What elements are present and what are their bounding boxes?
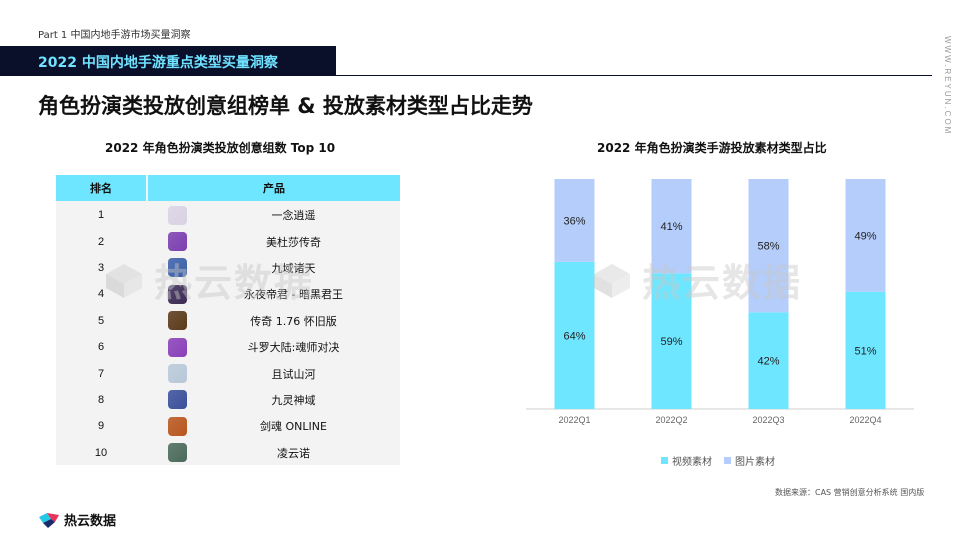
data-label-video: 64%	[563, 330, 585, 342]
table-row: 4 永夜帝君 - 暗黑君王	[56, 281, 400, 307]
legend-swatch-video	[661, 457, 668, 464]
ranking-title: 2022 年角色扮演类投放创意组数 Top 10	[105, 141, 336, 155]
product-name: 永夜帝君 - 暗黑君王	[244, 288, 343, 302]
banner-title: 2022 中国内地手游重点类型买量洞察	[38, 55, 278, 71]
product-name: 九域诸天	[271, 261, 316, 275]
rank-cell: 3	[97, 261, 105, 274]
rank-cell: 8	[97, 393, 105, 406]
bar-video-2022Q1	[554, 261, 595, 409]
product-name: 且试山河	[271, 367, 316, 381]
game-icon	[168, 390, 187, 410]
watermark-cube-icon	[106, 263, 142, 298]
bar-image-2022Q1	[554, 179, 595, 262]
data-source: 数据来源：CAS 营销创意分析系统 国内版	[775, 488, 925, 497]
legend-item-video: 视频素材	[661, 453, 712, 468]
table-row: 5 传奇 1.76 怀旧版	[56, 308, 400, 334]
product-name: 斗罗大陆:魂师对决	[247, 341, 340, 355]
product-name: 九灵神域	[271, 393, 316, 407]
data-label-image: 41%	[660, 221, 682, 233]
x-tick-label: 2022Q2	[655, 415, 687, 425]
rank-cell: 5	[97, 314, 105, 327]
rank-cell: 6	[97, 341, 105, 354]
reyun-logo-icon	[39, 512, 59, 528]
watermark-cube-icon	[594, 263, 630, 298]
legend-label-video: 视频素材	[672, 457, 712, 468]
game-icon	[168, 443, 187, 463]
data-label-video: 51%	[854, 345, 876, 357]
data-label-image: 49%	[854, 230, 876, 242]
data-label-video: 42%	[757, 356, 779, 368]
table-row: 3 九域诸天	[56, 255, 400, 281]
game-icon	[168, 364, 187, 384]
chart-canvas: 64% 36% 2022Q1 59% 41% 2022Q2 42% 58% 2022Q3 51% 4…	[526, 179, 914, 425]
data-label-image: 36%	[563, 215, 585, 227]
game-icon	[168, 416, 187, 436]
side-url: WWW.REYUN.COM	[943, 36, 952, 136]
table-row: 7 且试山河	[56, 360, 400, 386]
product-name: 一念逍遥	[271, 209, 316, 223]
product-name: 传奇 1.76 怀旧版	[250, 314, 337, 328]
product-name: 凌云诺	[277, 446, 310, 460]
watermark-text: 热云数据	[642, 261, 803, 305]
rank-cell: 1	[97, 209, 105, 222]
legend-item-image: 图片素材	[724, 453, 775, 468]
watermark-text: 热云数据	[154, 261, 315, 305]
bar-video-2022Q4	[845, 291, 886, 409]
watermark: 热云数据	[590, 252, 802, 307]
product-name: 美杜莎传奇	[266, 235, 321, 249]
column-header-product: 产品	[148, 175, 400, 201]
game-icon	[168, 337, 187, 357]
x-tick-label: 2022Q1	[558, 415, 590, 425]
footer-logo-text: 热云数据	[64, 514, 117, 529]
bar-image-2022Q4	[845, 179, 886, 292]
game-icon	[168, 284, 187, 304]
x-tick-label: 2022Q3	[752, 415, 784, 425]
table-row: 9 剑魂 ONLINE	[56, 413, 400, 439]
legend-swatch-image	[724, 457, 731, 464]
stacked-bar-chart: 64% 36% 2022Q1 59% 41% 2022Q2 42% 58% 2022Q3 51% 4…	[520, 166, 920, 466]
table-row: 8 九灵神域	[56, 387, 400, 413]
game-icon	[168, 258, 187, 278]
bar-image-2022Q3	[748, 179, 789, 313]
rank-cell: 4	[97, 288, 105, 301]
rank-cell: 2	[97, 235, 105, 248]
data-label-video: 59%	[660, 336, 682, 348]
bar-image-2022Q2	[651, 179, 692, 274]
bar-video-2022Q3	[748, 312, 789, 409]
legend-label-image: 图片素材	[735, 457, 775, 468]
table-row: 10 凌云诺	[56, 440, 400, 466]
banner-rule	[336, 75, 932, 76]
game-icon	[168, 311, 187, 331]
table-row: 1 一念逍遥	[56, 202, 400, 228]
rank-cell: 9	[97, 420, 105, 433]
game-icon	[168, 205, 187, 225]
data-label-image: 58%	[757, 241, 779, 253]
section-banner: 2022 中国内地手游重点类型买量洞察	[0, 46, 336, 76]
page-title: 角色扮演类投放创意组榜单 & 投放素材类型占比走势	[38, 94, 533, 118]
table-row: 6 斗罗大陆:魂师对决	[56, 334, 400, 360]
part-label: Part 1 中国内地手游市场买量洞察	[38, 30, 191, 41]
table-row: 2 美杜莎传奇	[56, 228, 400, 254]
footer-logo: 热云数据	[38, 510, 116, 529]
rank-cell: 7	[97, 367, 105, 380]
game-icon	[168, 232, 187, 252]
ranking-table: 排名 产品 1 一念逍遥 2 美杜莎传奇 3 九域诸天 4 永夜帝君 - 暗黑君王 5 传奇 1.…	[56, 175, 400, 465]
watermark: 热云数据	[102, 252, 314, 307]
column-header-rank: 排名	[56, 175, 146, 201]
rank-cell: 10	[94, 446, 108, 459]
bar-video-2022Q2	[651, 273, 692, 409]
x-tick-label: 2022Q4	[849, 415, 881, 425]
chart-title: 2022 年角色扮演类手游投放素材类型占比	[597, 141, 827, 155]
product-name: 剑魂 ONLINE	[260, 420, 327, 434]
